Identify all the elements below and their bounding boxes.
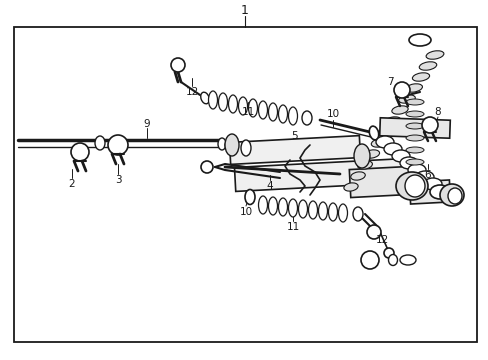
Ellipse shape xyxy=(244,189,254,204)
Text: 5: 5 xyxy=(291,131,298,141)
Ellipse shape xyxy=(395,172,427,200)
Ellipse shape xyxy=(418,62,436,70)
Bar xyxy=(14,27,476,342)
Text: 12: 12 xyxy=(375,235,388,245)
Ellipse shape xyxy=(248,99,257,117)
Ellipse shape xyxy=(391,150,409,162)
Text: 9: 9 xyxy=(143,119,150,129)
Circle shape xyxy=(383,248,393,258)
Ellipse shape xyxy=(364,150,379,158)
Ellipse shape xyxy=(224,134,239,156)
Ellipse shape xyxy=(399,255,415,265)
Ellipse shape xyxy=(405,147,423,153)
Ellipse shape xyxy=(399,157,417,169)
Ellipse shape xyxy=(375,136,393,148)
Text: 6: 6 xyxy=(424,170,430,180)
Ellipse shape xyxy=(95,136,105,150)
Polygon shape xyxy=(234,158,405,192)
Ellipse shape xyxy=(357,161,372,169)
Ellipse shape xyxy=(405,111,423,117)
Circle shape xyxy=(71,143,89,161)
Ellipse shape xyxy=(208,91,217,109)
Ellipse shape xyxy=(288,199,297,217)
Text: 3: 3 xyxy=(115,175,121,185)
Ellipse shape xyxy=(268,103,277,121)
Text: 7: 7 xyxy=(386,77,392,87)
Ellipse shape xyxy=(258,101,267,119)
Ellipse shape xyxy=(298,200,307,218)
Ellipse shape xyxy=(268,197,277,215)
Text: 2: 2 xyxy=(68,179,75,189)
Ellipse shape xyxy=(328,203,337,221)
Ellipse shape xyxy=(411,73,429,81)
Ellipse shape xyxy=(278,105,287,123)
Ellipse shape xyxy=(423,178,441,190)
Ellipse shape xyxy=(387,255,397,266)
Circle shape xyxy=(366,225,380,239)
Ellipse shape xyxy=(447,188,461,204)
Ellipse shape xyxy=(350,172,365,180)
Text: 11: 11 xyxy=(286,222,299,232)
Ellipse shape xyxy=(398,95,414,103)
Ellipse shape xyxy=(408,34,430,46)
Circle shape xyxy=(421,117,437,133)
Ellipse shape xyxy=(353,144,369,168)
Ellipse shape xyxy=(200,92,209,104)
Ellipse shape xyxy=(241,140,250,156)
Ellipse shape xyxy=(405,123,423,129)
Polygon shape xyxy=(229,136,360,165)
Ellipse shape xyxy=(368,126,378,140)
Circle shape xyxy=(201,161,213,173)
Ellipse shape xyxy=(404,175,424,197)
Ellipse shape xyxy=(405,159,423,165)
Ellipse shape xyxy=(318,202,327,220)
Ellipse shape xyxy=(391,106,407,114)
Ellipse shape xyxy=(302,111,311,125)
Ellipse shape xyxy=(415,171,433,183)
Ellipse shape xyxy=(377,128,393,136)
Ellipse shape xyxy=(384,117,400,125)
Ellipse shape xyxy=(343,183,357,191)
Ellipse shape xyxy=(258,196,267,214)
Ellipse shape xyxy=(278,198,287,216)
Ellipse shape xyxy=(218,93,227,111)
Ellipse shape xyxy=(218,138,225,150)
Ellipse shape xyxy=(288,107,297,125)
Text: 10: 10 xyxy=(239,207,252,217)
Circle shape xyxy=(108,135,128,155)
Circle shape xyxy=(171,58,184,72)
Ellipse shape xyxy=(238,97,247,115)
Text: 10: 10 xyxy=(326,109,339,119)
Ellipse shape xyxy=(228,95,237,113)
Ellipse shape xyxy=(405,135,423,141)
Ellipse shape xyxy=(370,139,386,147)
Ellipse shape xyxy=(352,207,362,221)
Polygon shape xyxy=(379,118,449,138)
Ellipse shape xyxy=(338,204,347,222)
Polygon shape xyxy=(348,166,410,198)
Ellipse shape xyxy=(439,184,463,206)
Ellipse shape xyxy=(383,143,401,155)
Text: 4: 4 xyxy=(266,181,273,191)
Text: 1: 1 xyxy=(241,4,248,17)
Text: 11: 11 xyxy=(241,107,254,117)
Ellipse shape xyxy=(308,201,317,219)
Ellipse shape xyxy=(405,84,422,92)
Circle shape xyxy=(393,82,409,98)
Ellipse shape xyxy=(425,51,443,59)
Ellipse shape xyxy=(429,185,449,199)
Ellipse shape xyxy=(407,164,425,176)
Text: 8: 8 xyxy=(434,107,440,117)
Circle shape xyxy=(360,251,378,269)
Ellipse shape xyxy=(405,99,423,105)
Polygon shape xyxy=(408,180,449,204)
Ellipse shape xyxy=(224,141,235,149)
Text: 12: 12 xyxy=(185,87,198,97)
